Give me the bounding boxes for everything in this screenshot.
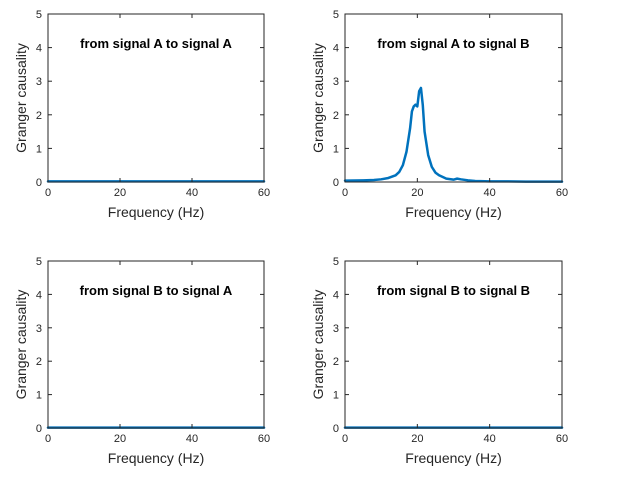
y-tick-label: 3 bbox=[36, 323, 42, 335]
y-axis-label: Granger causality bbox=[310, 43, 326, 153]
y-tick-label: 4 bbox=[333, 43, 339, 55]
x-axis-label: Frequency (Hz) bbox=[405, 450, 501, 466]
subplot-1: 0 20 40 60 0 1 2 3 4 5 Frequency (Hz) Granger causa… bbox=[13, 9, 270, 220]
y-tick-label: 1 bbox=[36, 143, 42, 155]
x-axis-label: Frequency (Hz) bbox=[108, 450, 204, 466]
x-tick-label: 40 bbox=[484, 433, 496, 445]
y-tick-label: 4 bbox=[36, 289, 42, 301]
y-tick-label: 5 bbox=[36, 256, 42, 268]
x-tick-label: 20 bbox=[114, 187, 126, 199]
x-tick-label: 20 bbox=[114, 433, 126, 445]
axes-box bbox=[47, 260, 265, 429]
x-tick-label: 40 bbox=[186, 187, 198, 199]
panel-title: from signal A to signal A bbox=[80, 36, 232, 51]
y-axis-label: Granger causality bbox=[13, 43, 29, 153]
y-tick-label: 5 bbox=[333, 9, 339, 21]
subplot-4: 0 20 40 60 0 1 2 3 4 5 Frequency (Hz) Granger causa… bbox=[310, 256, 568, 466]
y-tick-label: 4 bbox=[36, 43, 42, 55]
x-tick-label: 20 bbox=[411, 433, 423, 445]
panel-title: from signal B to signal B bbox=[377, 283, 530, 298]
x-tick-label: 0 bbox=[45, 433, 51, 445]
series-line bbox=[343, 86, 564, 183]
panel-title: from signal B to signal A bbox=[80, 283, 233, 298]
y-tick-label: 2 bbox=[333, 110, 339, 122]
y-tick-label: 0 bbox=[333, 423, 339, 435]
y-tick-label: 0 bbox=[36, 177, 42, 189]
x-tick-label: 40 bbox=[484, 187, 496, 199]
subplot-3: 0 20 40 60 0 1 2 3 4 5 Frequency (Hz) Granger causa… bbox=[13, 256, 270, 466]
y-tick-label: 5 bbox=[333, 256, 339, 268]
x-tick-label: 40 bbox=[186, 433, 198, 445]
y-tick-label: 1 bbox=[333, 143, 339, 155]
x-tick-label: 0 bbox=[45, 187, 51, 199]
y-tick-label: 0 bbox=[333, 177, 339, 189]
y-tick-label: 3 bbox=[333, 323, 339, 335]
x-tick-label: 0 bbox=[342, 433, 348, 445]
y-tick-label: 1 bbox=[36, 390, 42, 402]
x-tick-label: 0 bbox=[342, 187, 348, 199]
y-tick-label: 1 bbox=[333, 390, 339, 402]
x-axis-label: Frequency (Hz) bbox=[108, 204, 204, 220]
x-tick-label: 60 bbox=[556, 433, 568, 445]
y-tick-label: 4 bbox=[333, 289, 339, 301]
y-tick-label: 2 bbox=[333, 356, 339, 368]
x-tick-label: 20 bbox=[411, 187, 423, 199]
y-tick-label: 3 bbox=[333, 76, 339, 88]
x-tick-label: 60 bbox=[258, 433, 270, 445]
y-axis-label: Granger causality bbox=[310, 290, 326, 400]
panel-title: from signal A to signal B bbox=[377, 36, 529, 51]
x-axis-label: Frequency (Hz) bbox=[405, 204, 501, 220]
y-tick-label: 0 bbox=[36, 423, 42, 435]
y-tick-label: 5 bbox=[36, 9, 42, 21]
axes-box bbox=[344, 260, 563, 429]
x-tick-label: 60 bbox=[556, 187, 568, 199]
y-axis-label: Granger causality bbox=[13, 290, 29, 400]
x-tick-label: 60 bbox=[258, 187, 270, 199]
y-tick-label: 2 bbox=[36, 356, 42, 368]
y-tick-label: 3 bbox=[36, 76, 42, 88]
axes-box bbox=[47, 13, 265, 183]
axes-box bbox=[344, 13, 563, 183]
y-tick-label: 2 bbox=[36, 110, 42, 122]
subplot-2: 0 20 40 60 0 1 2 3 4 5 Frequency (Hz) Granger causa… bbox=[310, 9, 568, 220]
